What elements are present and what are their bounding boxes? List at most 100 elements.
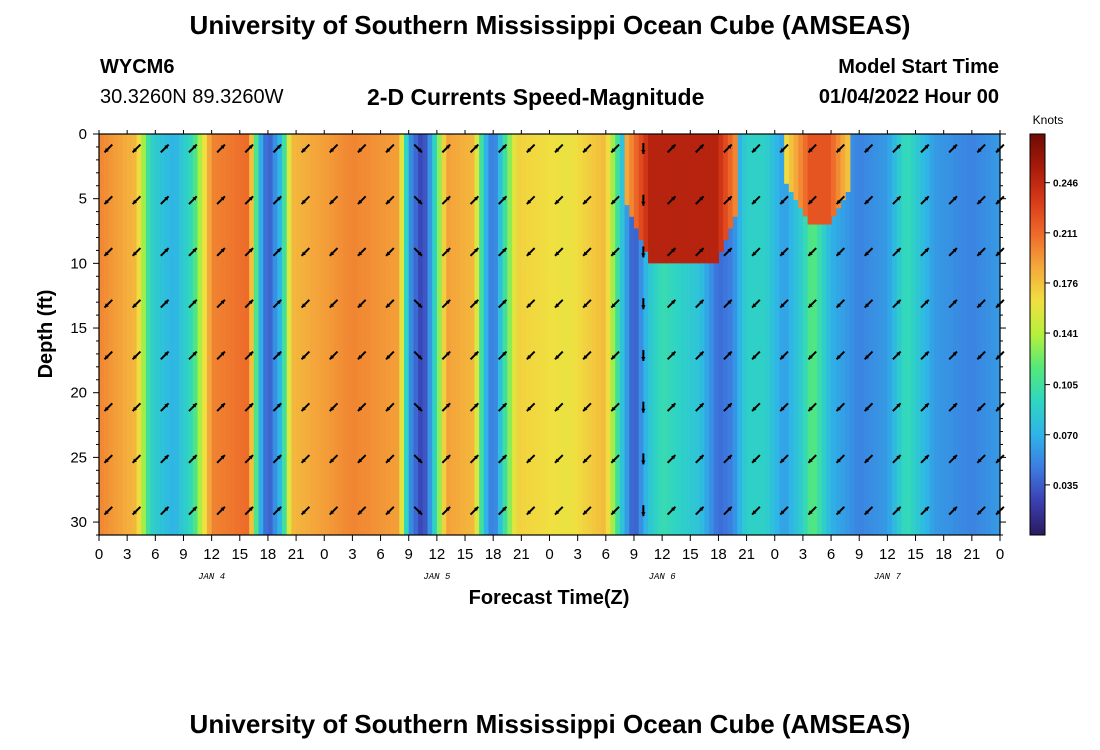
x-tick-label: 6 (151, 546, 159, 563)
heatmap-cell (798, 134, 804, 535)
footer-title: University of Southern Mississippi Ocean… (189, 709, 911, 739)
current-arrow (441, 350, 451, 361)
heatmap-cell (981, 134, 987, 535)
heatmap-cell (845, 134, 851, 535)
current-arrow (103, 299, 113, 309)
heatmap-cell (540, 134, 546, 535)
current-arrow (244, 143, 254, 154)
heatmap-cell (943, 134, 949, 535)
current-arrow (160, 402, 170, 412)
current-arrow (666, 299, 677, 309)
current-arrow (751, 195, 761, 205)
y-tick-label: 30 (70, 514, 87, 531)
x-tick-label: 9 (630, 546, 638, 563)
current-arrow (864, 454, 874, 464)
heatmap-cell (746, 134, 752, 535)
heatmap-cell (896, 134, 903, 535)
heatmap-cell (413, 134, 419, 535)
colorbar-tick-label: 0.035 (1053, 481, 1078, 492)
current-arrow (976, 506, 986, 516)
heatmap-cell (788, 134, 795, 535)
current-arrow (272, 143, 282, 154)
heatmap-cell (554, 134, 560, 535)
heatmap-cell (633, 134, 640, 535)
heatmap-cell (906, 134, 912, 535)
current-arrow (864, 350, 874, 361)
current-arrow (441, 195, 451, 205)
x-tick-label: 0 (95, 546, 103, 563)
current-arrow (160, 143, 170, 154)
heatmap-cell (770, 134, 776, 535)
current-arrow (723, 402, 733, 412)
heatmap-cell (366, 134, 372, 535)
current-arrow (131, 506, 142, 516)
colorbar-tick-label: 0.141 (1053, 329, 1078, 340)
current-arrow (666, 506, 677, 516)
heatmap-cell (657, 134, 663, 535)
current-arrow (666, 350, 677, 361)
heatmap-cell (751, 134, 757, 535)
heatmap-cell (197, 134, 203, 535)
current-arrow (835, 195, 846, 205)
heatmap-cell (530, 134, 537, 535)
current-arrow (751, 247, 761, 257)
colorbar-bar (1029, 133, 1046, 536)
current-arrow (807, 247, 817, 257)
colorbar-tick-label: 0.070 (1053, 431, 1078, 442)
heatmap-cell (267, 134, 274, 535)
heatmap-cell (774, 134, 781, 535)
current-arrow (497, 402, 508, 412)
heatmap-cell (558, 134, 565, 535)
current-arrow (807, 195, 817, 205)
current-arrow (723, 454, 733, 464)
current-arrow (976, 350, 986, 361)
heatmap-cell (577, 134, 583, 535)
current-arrow (131, 350, 142, 361)
heatmap-cell (300, 134, 307, 535)
current-arrow (469, 247, 480, 257)
x-tick-label: 12 (879, 546, 896, 563)
heatmap-cell (591, 134, 598, 535)
current-arrow (641, 401, 646, 413)
heatmap-cell (967, 134, 973, 535)
current-arrow (610, 143, 620, 154)
heatmap-cell (629, 134, 635, 535)
current-arrow (413, 350, 423, 361)
heatmap-cell (676, 134, 682, 535)
current-arrow (641, 194, 646, 206)
current-arrow (131, 143, 142, 154)
heatmap-cell (859, 134, 865, 535)
heatmap-cell (699, 134, 705, 535)
current-arrow (976, 454, 986, 464)
heatmap-cell (108, 134, 114, 535)
current-arrow (441, 299, 451, 309)
heatmap-cell (920, 134, 926, 535)
heatmap-cell (535, 134, 541, 535)
current-arrow (497, 247, 508, 257)
current-arrow (920, 299, 930, 309)
heatmap-cell (493, 134, 499, 535)
heatmap-cell (455, 134, 461, 535)
current-arrow (329, 350, 339, 361)
current-arrow (103, 402, 113, 412)
heatmap-cell (892, 134, 898, 535)
current-arrow (610, 454, 620, 464)
current-arrow (103, 454, 113, 464)
current-arrow (272, 454, 282, 464)
heatmap-cell (277, 134, 283, 535)
current-arrow (807, 143, 817, 154)
chart-subtitle: 2-D Currents Speed-Magnitude (367, 84, 705, 110)
current-arrow (695, 299, 705, 309)
current-arrow (357, 402, 367, 412)
current-arrow (526, 195, 536, 205)
current-arrow (216, 247, 226, 257)
current-arrow (244, 350, 254, 361)
heatmap-cell (497, 134, 504, 535)
heatmap-cell (835, 134, 842, 535)
current-arrow (469, 299, 480, 309)
current-arrow (188, 143, 198, 154)
heatmap-cell (333, 134, 339, 535)
current-arrow (976, 247, 986, 257)
heatmap-cell (985, 134, 992, 535)
current-arrow (441, 506, 451, 516)
